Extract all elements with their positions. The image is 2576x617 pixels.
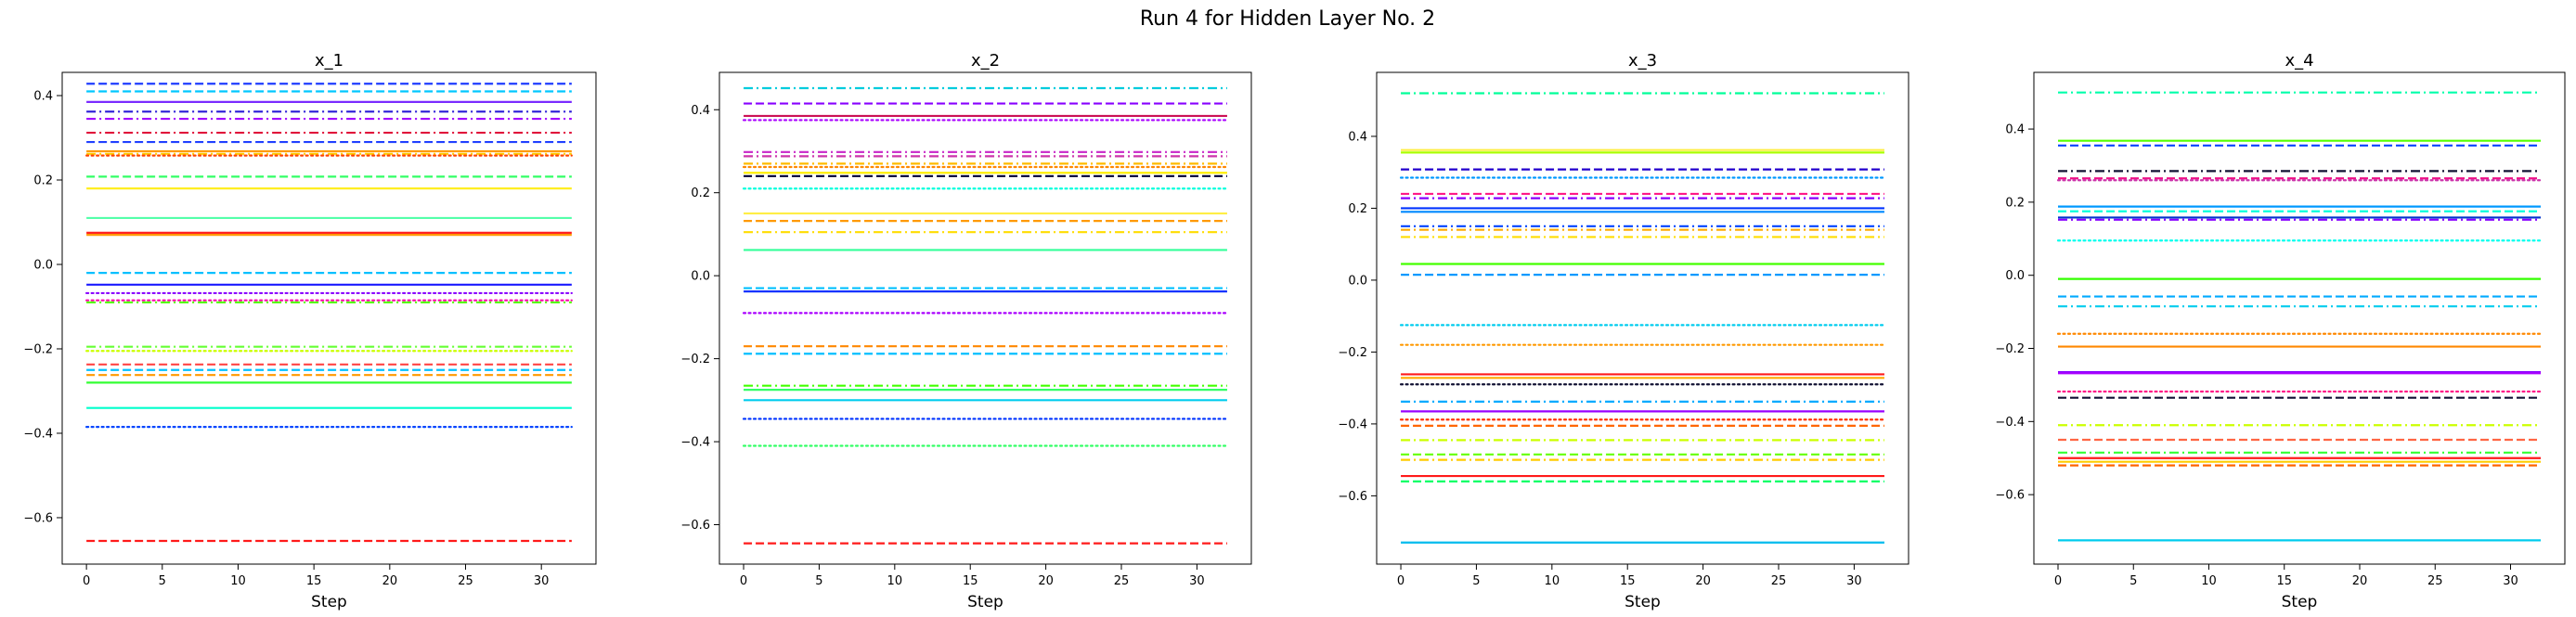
x-tick-label: 30 xyxy=(1189,574,1205,588)
y-tick-label: −0.6 xyxy=(23,511,53,525)
charts: 0 5 10 15 20 25 30 −0.6 −0.4 −0.2 0.0 0.2 0.4 x_1 Step… xyxy=(23,51,2566,611)
y-tick-label: 0.2 xyxy=(33,174,53,188)
x-tick-label: 10 xyxy=(1545,574,1560,588)
x-tick-label: 20 xyxy=(2352,574,2368,588)
y-tick-label: −0.6 xyxy=(1995,489,2025,503)
y-tick-label: 0.2 xyxy=(1348,202,1367,216)
x-tick-label: 5 xyxy=(159,574,166,588)
x-tick-label: 0 xyxy=(740,574,747,588)
x-tick-label: 15 xyxy=(306,574,322,588)
chart-panel-1: 0 5 10 15 20 25 30 −0.6 −0.4 −0.2 0.0 0.2 0.4 x_1 Step xyxy=(23,51,597,611)
x-tick-label: 25 xyxy=(1771,574,1787,588)
x-tick-label: 25 xyxy=(458,574,473,588)
y-tick-label: −0.2 xyxy=(1995,342,2025,356)
y-tick-label: 0.4 xyxy=(2005,123,2025,137)
x-tick-label: 30 xyxy=(2503,574,2518,588)
axes-frame-3 xyxy=(1376,71,1909,565)
x-tick-label: 20 xyxy=(382,574,398,588)
x-axis-label: Step xyxy=(311,593,347,611)
x-tick-label: 5 xyxy=(1472,574,1480,588)
y-tick-label: 0.0 xyxy=(2005,269,2025,283)
y-tick-label: 0.4 xyxy=(1348,130,1367,144)
x-tick-label: 15 xyxy=(1620,574,1636,588)
axes-frame-4 xyxy=(2033,71,2566,565)
y-tick-label: −0.2 xyxy=(1338,346,1367,360)
x-tick-label: 10 xyxy=(2201,574,2217,588)
x-tick-label: 30 xyxy=(1846,574,1862,588)
y-tick-label: −0.4 xyxy=(1995,416,2025,430)
x-tick-label: 15 xyxy=(2276,574,2292,588)
y-tick-label: 0.0 xyxy=(1348,274,1367,288)
chart-panel-3: 0 5 10 15 20 25 30 −0.6 −0.4 −0.2 0.0 0.2 0.4 x_3 Step xyxy=(1338,51,1909,611)
chart-title: x_2 xyxy=(971,51,1000,71)
y-tick-label: −0.4 xyxy=(680,436,710,450)
x-tick-label: 5 xyxy=(2129,574,2137,588)
x-tick-label: 30 xyxy=(534,574,550,588)
y-tick-label: −0.6 xyxy=(1338,490,1367,504)
y-tick-label: 0.2 xyxy=(2005,196,2025,210)
chart-panel-2: 0 5 10 15 20 25 30 −0.6 −0.4 −0.2 0.0 0.2 0.4 x_2 Step xyxy=(680,51,1252,611)
y-tick-label: 0.2 xyxy=(691,186,710,200)
x-tick-label: 10 xyxy=(230,574,246,588)
x-tick-label: 0 xyxy=(2054,574,2062,588)
y-tick-label: 0.0 xyxy=(33,258,53,272)
y-tick-label: 0.0 xyxy=(691,270,710,284)
x-tick-label: 15 xyxy=(963,574,978,588)
y-tick-label: −0.6 xyxy=(680,519,710,533)
y-tick-label: −0.2 xyxy=(23,342,53,356)
axes-frame-1 xyxy=(61,71,597,565)
y-tick-label: 0.4 xyxy=(691,104,710,118)
figure-title: Run 4 for Hidden Layer No. 2 xyxy=(1140,7,1435,31)
x-tick-label: 25 xyxy=(1114,574,1130,588)
axes-frame-2 xyxy=(718,71,1252,565)
x-tick-label: 0 xyxy=(83,574,90,588)
x-tick-label: 10 xyxy=(887,574,903,588)
x-axis-label: Step xyxy=(1625,593,1661,611)
chart-panel-4: 0 5 10 15 20 25 30 −0.6 −0.4 −0.2 0.0 0.2 0.4 x_4 Step xyxy=(1995,51,2566,611)
chart-title: x_3 xyxy=(1628,51,1657,71)
y-tick-label: 0.4 xyxy=(33,90,53,104)
x-tick-label: 25 xyxy=(2427,574,2443,588)
y-tick-label: −0.4 xyxy=(23,427,53,441)
x-tick-label: 0 xyxy=(1397,574,1405,588)
y-tick-label: −0.4 xyxy=(1338,418,1367,431)
y-tick-label: −0.2 xyxy=(680,353,710,366)
chart-title: x_4 xyxy=(2285,51,2313,71)
x-tick-label: 5 xyxy=(815,574,822,588)
x-axis-label: Step xyxy=(2282,593,2318,611)
x-tick-label: 20 xyxy=(1695,574,1711,588)
x-tick-label: 20 xyxy=(1038,574,1054,588)
chart-title: x_1 xyxy=(315,51,343,71)
x-axis-label: Step xyxy=(967,593,1003,611)
